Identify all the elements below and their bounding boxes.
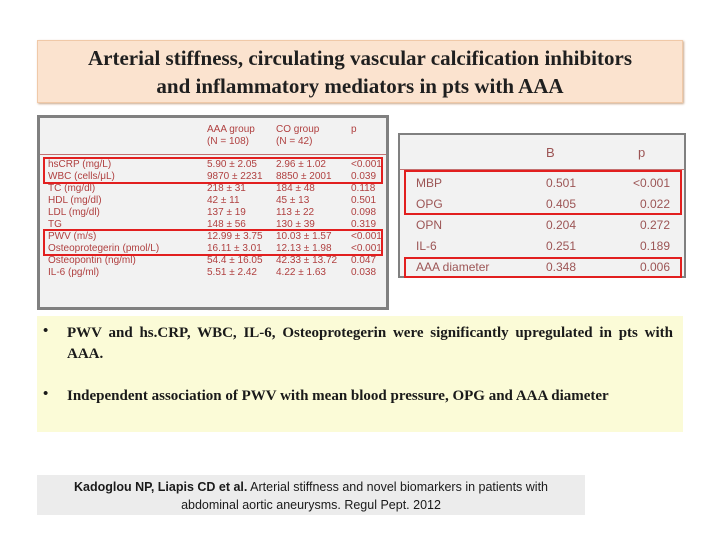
table-row: Osteoprotegerin (pmol/L) 16.11 ± 3.01 12.1… — [48, 243, 382, 254]
header-p: p — [638, 145, 646, 160]
bullet-list: • PWV and hs.CRP, WBC, IL-6, Osteoproteg… — [37, 316, 683, 432]
table-row: IL-6 0.251 0.189 — [416, 239, 670, 253]
header-b: B — [546, 145, 555, 160]
table-row: HDL (mg/dl) 42 ± 11 45 ± 13 0.501 — [48, 195, 377, 206]
table-row: hsCRP (mg/L) 5.90 ± 2.05 2.96 ± 1.02 <0.001 — [48, 159, 382, 170]
citation-box: Kadoglou NP, Liapis CD et al. Arterial s… — [37, 475, 585, 515]
citation-line-2: abdominal aortic aneurysms. Regul Pept. … — [181, 498, 441, 512]
header-co-group: CO group (N = 42) — [276, 124, 320, 147]
citation-authors: Kadoglou NP, Liapis CD et al. — [73, 480, 248, 494]
table-row: PWV (m/s) 12.99 ± 3.75 10.03 ± 1.57 <0.001 — [48, 231, 382, 242]
highlight-box-mbp-opg — [404, 170, 682, 215]
table-row: TC (mg/dl) 218 ± 31 184 ± 48 0.118 — [48, 183, 376, 194]
highlight-box-inflammation — [43, 157, 383, 184]
slide-title: Arterial stiffness, circulating vascular… — [37, 40, 683, 103]
comparison-table-header: AAA group (N = 108) CO group (N = 42) p — [40, 118, 386, 155]
highlight-box-aaa-diameter — [404, 257, 682, 278]
table-row: IL-6 (pg/ml) 5.51 ± 2.42 4.22 ± 1.63 0.038 — [48, 267, 377, 278]
title-line-1: Arterial stiffness, circulating vascular… — [87, 46, 632, 70]
table-row: LDL (mg/dl) 137 ± 19 113 ± 22 0.098 — [48, 207, 377, 218]
table-row: OPN 0.204 0.272 — [416, 218, 670, 232]
title-line-2: and inflammatory mediators in pts with A… — [156, 74, 564, 98]
highlight-box-pwv-opg — [43, 229, 383, 256]
table-row: OPG 0.405 0.022 — [416, 197, 670, 211]
citation-text: Arterial stiffness and novel biomarkers … — [247, 480, 549, 494]
table-row: WBC (cells/μL) 9870 ± 2231 8850 ± 2001 0.03… — [48, 171, 377, 182]
header-aaa-group: AAA group (N = 108) — [207, 124, 255, 147]
table-row: Osteopontin (ng/ml) 54.4 ± 16.05 42.33 ± 1… — [48, 255, 377, 266]
table-row: MBP 0.501 <0.001 — [416, 176, 670, 190]
regression-table: B p MBP 0.501 <0.001 OPG 0.405 0.022 OPN 0.20… — [398, 133, 686, 278]
table-row: AAA diameter 0.348 0.006 — [416, 260, 670, 274]
regression-table-header: B p — [400, 135, 684, 170]
header-p: p — [351, 124, 357, 135]
comparison-table: AAA group (N = 108) CO group (N = 42) p hs… — [37, 115, 389, 310]
table-row: TG 148 ± 56 130 ± 39 0.319 — [48, 219, 377, 230]
